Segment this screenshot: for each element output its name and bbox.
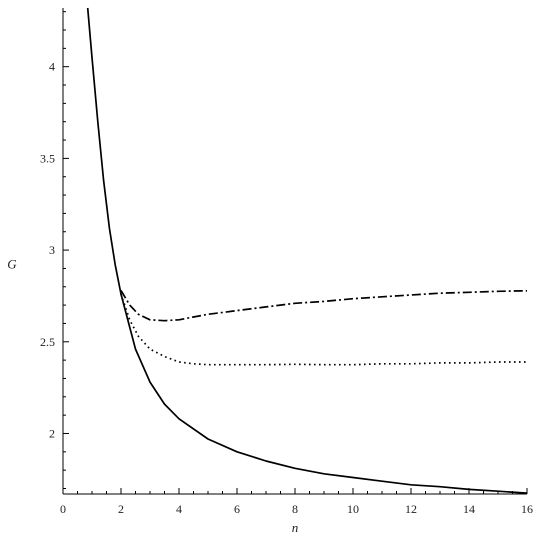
y-tick-label: 2.5 (40, 335, 55, 349)
y-tick-label: 3 (49, 243, 55, 257)
y-tick-label: 2 (49, 426, 55, 440)
x-tick-label: 16 (521, 502, 533, 516)
axes: 0 2 4 6 8 10 12 14 16 2 2.5 3 3.5 4 (40, 8, 533, 516)
x-tick-label: 6 (234, 502, 240, 516)
series-line-dotted (120, 293, 527, 366)
x-tick-label: 0 (60, 502, 66, 516)
x-tick-label: 2 (118, 502, 124, 516)
x-tick-label: 4 (176, 502, 182, 516)
x-tick-label: 14 (463, 502, 475, 516)
x-axis-label: n (292, 520, 299, 535)
y-axis-label: G (7, 256, 17, 271)
x-tick-label: 10 (347, 502, 359, 516)
series-line-dashdot (120, 289, 528, 322)
series-layer (86, 7, 528, 494)
y-tick-label: 4 (49, 60, 55, 74)
series-line-solid (86, 7, 528, 494)
x-tick-label: 8 (292, 502, 298, 516)
y-tick-label: 3.5 (40, 151, 55, 165)
x-tick-label: 12 (405, 502, 417, 516)
